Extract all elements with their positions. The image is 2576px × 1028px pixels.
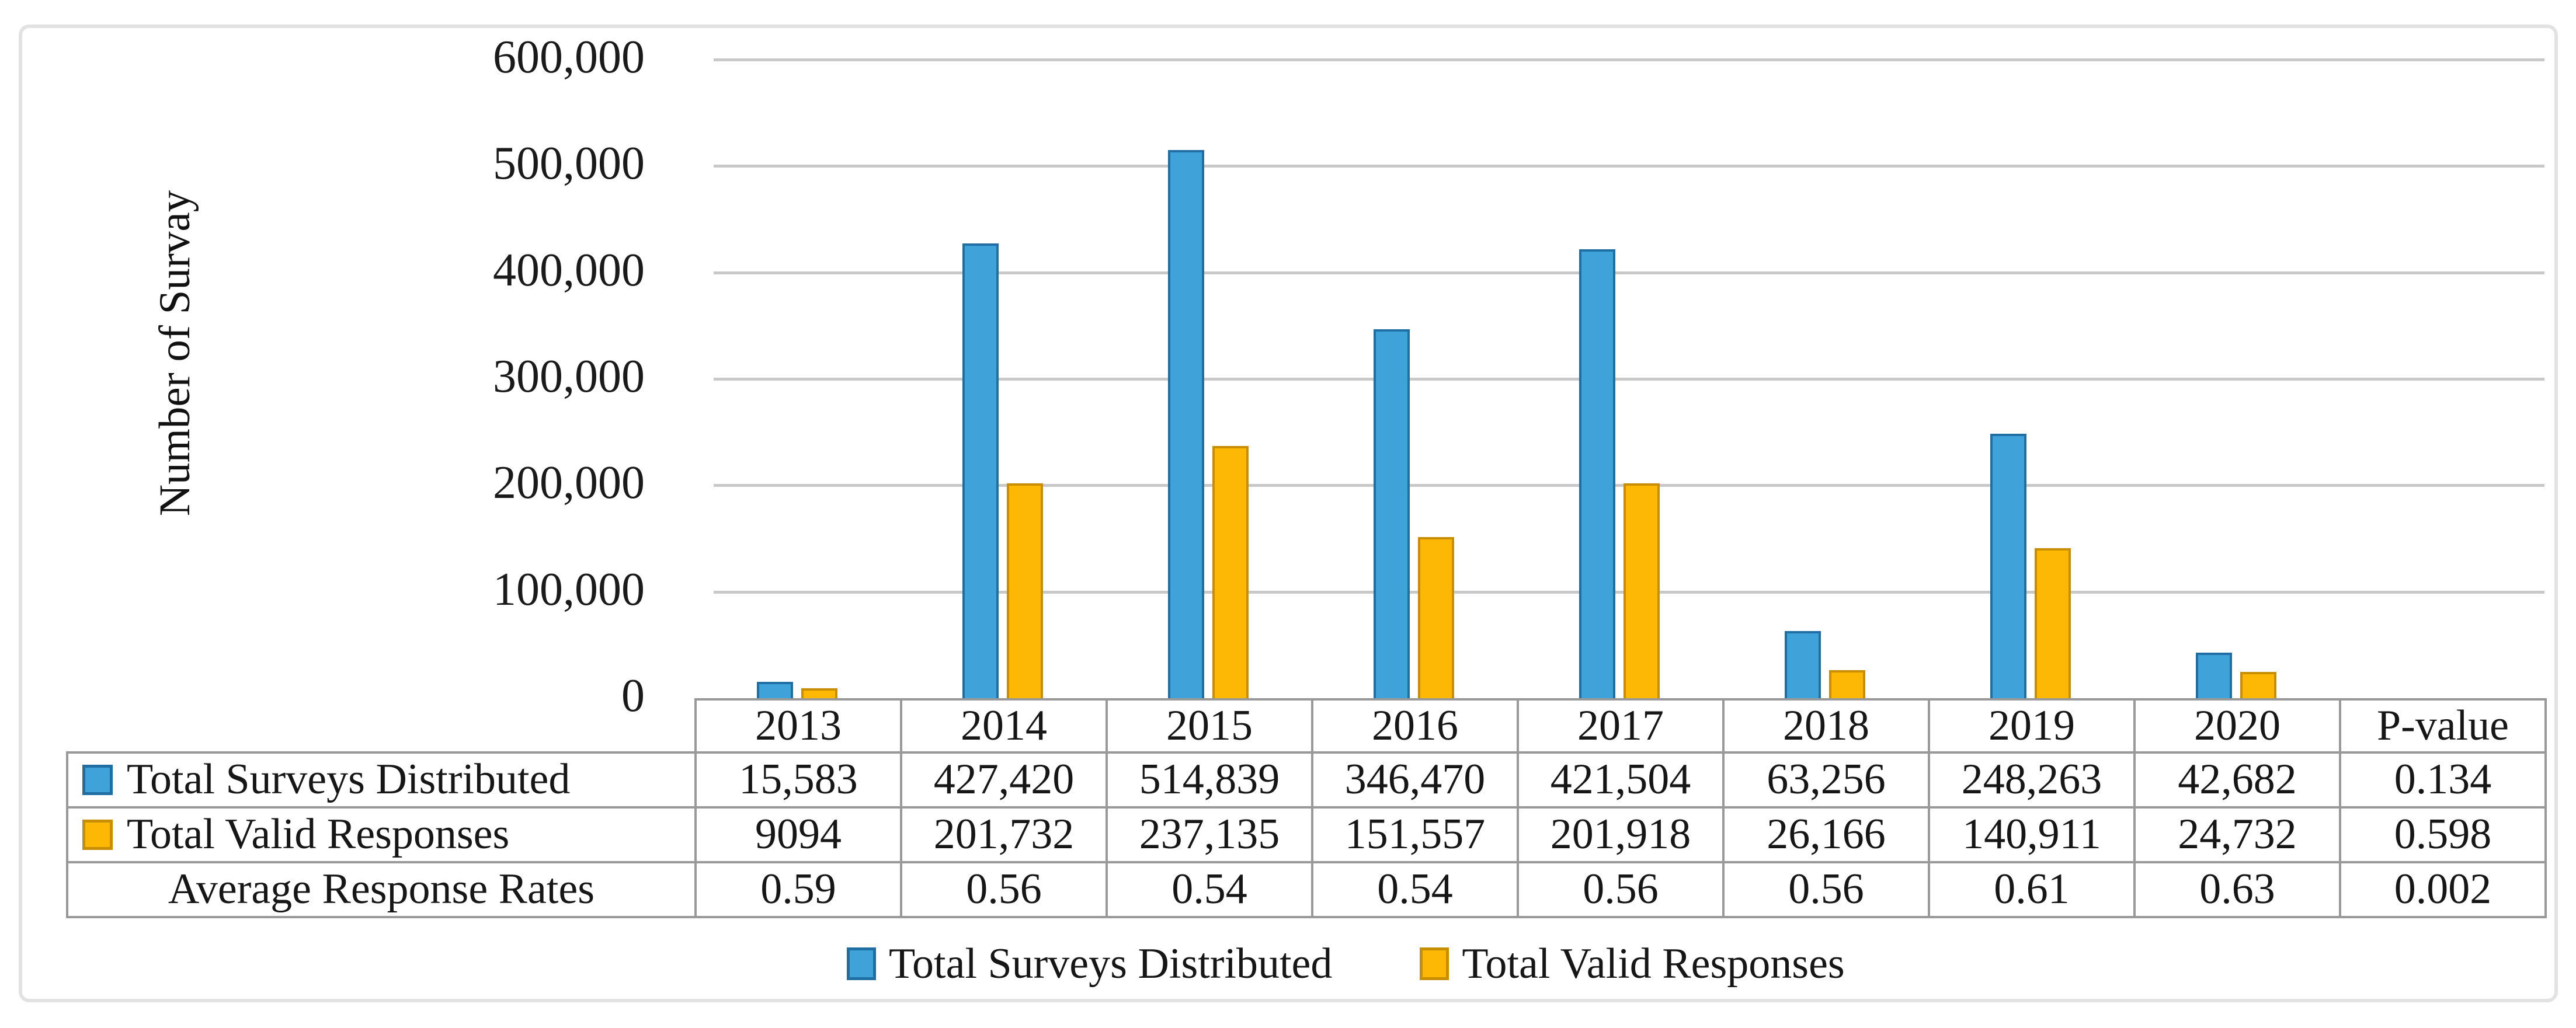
bar-total-valid-responses-2017: [1624, 483, 1660, 698]
table-value-cell: 346,470: [1311, 751, 1519, 809]
data-table: 2013 2014 2015 2016 2017 2018 2019 2020 P-value …: [66, 698, 2547, 918]
table-value-cell: 421,504: [1517, 751, 1725, 809]
table-value-cell: 0.002: [2339, 861, 2547, 918]
bar-group-2019: [1928, 60, 2133, 698]
bar-group-2020: [2133, 60, 2339, 698]
legend-item-total-valid-responses: Total Valid Responses: [1420, 939, 1845, 989]
table-value-cell: 248,263: [1928, 751, 2136, 809]
bar-total-valid-responses-2018: [1829, 670, 1865, 698]
table-value-cell: 15,583: [694, 751, 902, 809]
table-header-cell-2020: 2020: [2133, 698, 2341, 754]
bar-total-valid-responses-2019: [2035, 548, 2071, 698]
legend-item-total-surveys-distributed: Total Surveys Distributed: [847, 939, 1332, 989]
table-header-cell-2013: 2013: [694, 698, 902, 754]
table-value-cell: 427,420: [900, 751, 1108, 809]
legend-label-total-surveys-distributed: Total Surveys Distributed: [889, 939, 1333, 988]
bar-group-2015: [1106, 60, 1311, 698]
bar-total-valid-responses-2013: [801, 688, 837, 698]
table-value-cell: 201,732: [900, 806, 1108, 863]
bar-group-2013: [694, 60, 900, 698]
table-header-cell-2016: 2016: [1311, 698, 1519, 754]
bar-total-surveys-distributed-2019: [1990, 434, 2026, 698]
table-header-cell-2017: 2017: [1517, 698, 1725, 754]
legend-swatch-orange-icon: [1420, 947, 1449, 980]
bar-group-2017: [1517, 60, 1722, 698]
table-value-cell: 0.63: [2133, 861, 2341, 918]
y-tick-label: 0: [621, 670, 645, 722]
table-row-label: Total Surveys Distributed: [127, 755, 571, 804]
bar-total-valid-responses-2015: [1212, 446, 1249, 698]
legend-swatch-blue-icon: [847, 947, 876, 980]
table-value-cell: 63,256: [1722, 751, 1930, 809]
table-value-cell: 151,557: [1311, 806, 1519, 863]
table-value-cell: 237,135: [1106, 806, 1313, 863]
table-row-label-cell: Total Surveys Distributed: [66, 751, 697, 809]
y-tick-label: 300,000: [493, 350, 645, 402]
table-value-cell: 0.56: [1722, 861, 1930, 918]
bar-total-surveys-distributed-2016: [1374, 329, 1410, 698]
table-header-cell-2015: 2015: [1106, 698, 1313, 754]
bar-total-surveys-distributed-2015: [1168, 150, 1204, 698]
table-row-label: Total Valid Responses: [127, 810, 510, 859]
bar-total-surveys-distributed-2013: [757, 682, 793, 698]
y-axis-tick-labels: 600,000 500,000 400,000 300,000 200,000 100,0…: [0, 0, 648, 1028]
table-row-label: Average Response Rates: [168, 865, 595, 914]
table-value-cell: 201,918: [1517, 806, 1725, 863]
bar-total-surveys-distributed-2014: [962, 243, 999, 698]
bar-group-2014: [900, 60, 1106, 698]
legend-label-total-valid-responses: Total Valid Responses: [1462, 939, 1845, 988]
y-tick-label: 100,000: [493, 563, 645, 615]
gridline: [714, 271, 2544, 274]
table-value-cell: 0.59: [694, 861, 902, 918]
y-tick-label: 500,000: [493, 138, 645, 190]
table-header-cell-2019: 2019: [1928, 698, 2136, 754]
table-value-cell: 514,839: [1106, 751, 1313, 809]
bar-group-2018: [1722, 60, 1928, 698]
table-header-cell-p-value: P-value: [2339, 698, 2547, 754]
y-tick-label: 600,000: [493, 31, 645, 83]
table-value-cell: 0.56: [1517, 861, 1725, 918]
table-value-cell: 0.598: [2339, 806, 2547, 863]
table-value-cell: 0.134: [2339, 751, 2547, 809]
table-value-cell: 140,911: [1928, 806, 2136, 863]
bar-total-valid-responses-2014: [1007, 483, 1043, 698]
table-row: Average Response Rates 0.59 0.56 0.54 0.54 0.…: [66, 861, 2547, 918]
table-row-label-cell: Total Valid Responses: [66, 806, 697, 863]
bar-total-valid-responses-2020: [2240, 672, 2276, 698]
table-value-cell: 0.54: [1311, 861, 1519, 918]
gridline: [714, 165, 2544, 168]
table-row: Total Valid Responses 9094 201,732 237,135 1…: [66, 806, 2547, 863]
table-header-cell-2018: 2018: [1722, 698, 1930, 754]
table-value-cell: 42,682: [2133, 751, 2341, 809]
table-value-cell: 9094: [694, 806, 902, 863]
gridline: [714, 58, 2544, 61]
bar-group-2016: [1311, 60, 1517, 698]
table-row: Total Surveys Distributed 15,583 427,420 51…: [66, 751, 2547, 809]
bar-total-surveys-distributed-2020: [2196, 653, 2232, 698]
table-value-cell: 0.56: [900, 861, 1108, 918]
chart-legend: Total Surveys Distributed Total Valid Re…: [847, 932, 1845, 996]
y-tick-label: 400,000: [493, 244, 645, 296]
table-header-row: 2013 2014 2015 2016 2017 2018 2019 2020 P-value: [67, 698, 2547, 754]
bar-total-valid-responses-2016: [1418, 537, 1454, 698]
table-value-cell: 24,732: [2133, 806, 2341, 863]
table-value-cell: 26,166: [1722, 806, 1930, 863]
table-value-cell: 0.61: [1928, 861, 2136, 918]
series-swatch-icon: [82, 820, 113, 850]
table-value-cell: 0.54: [1106, 861, 1313, 918]
table-row-label-cell: Average Response Rates: [66, 861, 697, 918]
plot-area: [694, 60, 2544, 698]
bar-total-surveys-distributed-2017: [1579, 249, 1615, 698]
table-corner-blank-cell: [67, 699, 696, 752]
bar-total-surveys-distributed-2018: [1785, 631, 1821, 698]
gridline: [714, 377, 2544, 381]
series-swatch-icon: [82, 765, 113, 795]
y-tick-label: 200,000: [493, 457, 645, 509]
table-header-cell-2014: 2014: [900, 698, 1108, 754]
